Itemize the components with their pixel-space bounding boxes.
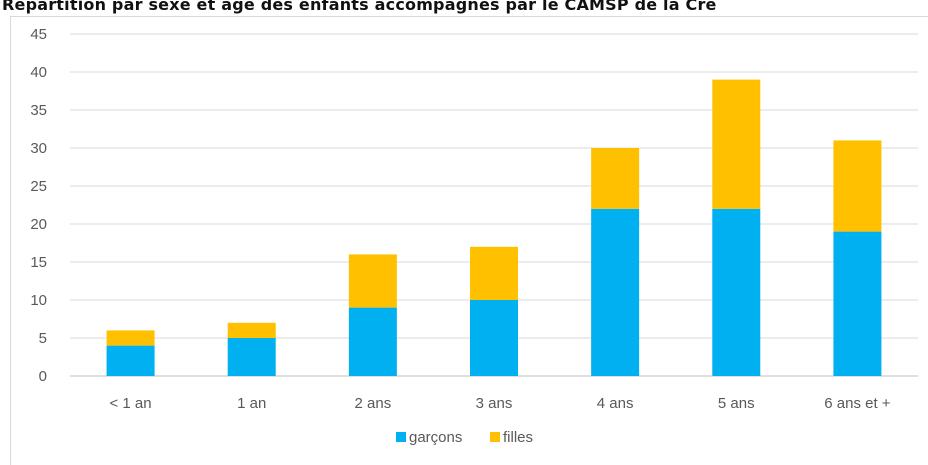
y-tick-label: 40 xyxy=(30,64,47,81)
x-tick-label: 4 ans xyxy=(597,395,634,412)
bar-garçons xyxy=(712,208,761,376)
y-axis-tick-labels: 0 5 10 15 20 25 30 35 40 45 xyxy=(30,26,47,385)
bar-filles xyxy=(712,79,761,209)
x-tick-label: < 1 an xyxy=(110,395,152,412)
x-tick-label: 2 ans xyxy=(355,395,392,412)
bar-filles xyxy=(833,140,882,232)
legend: garçons filles xyxy=(396,429,533,446)
legend-swatch-garçons xyxy=(396,432,406,442)
bar-filles xyxy=(591,148,640,209)
bar-filles xyxy=(227,322,276,338)
x-axis-tick-labels: < 1 an 1 an 2 ans 3 ans 4 ans 5 ans 6 ans et + xyxy=(110,395,891,412)
y-tick-label: 10 xyxy=(30,292,47,309)
bar-garçons xyxy=(833,231,882,376)
y-tick-label: 35 xyxy=(30,102,47,119)
bars xyxy=(106,79,882,376)
x-tick-label: 3 ans xyxy=(476,395,513,412)
bar-garçons xyxy=(348,307,397,376)
bar-garçons xyxy=(227,338,276,376)
y-tick-label: 30 xyxy=(30,140,47,157)
legend-label-garçons: garçons xyxy=(409,429,462,446)
x-tick-label: 5 ans xyxy=(718,395,755,412)
chart-title: Répartition par sexe et âge des enfants … xyxy=(2,0,717,14)
bar-filles xyxy=(470,246,518,300)
legend-swatch-filles xyxy=(490,432,500,442)
y-tick-label: 0 xyxy=(39,368,47,385)
gridlines xyxy=(70,33,918,377)
y-tick-label: 20 xyxy=(30,216,47,233)
y-tick-label: 5 xyxy=(39,330,47,347)
legend-label-filles: filles xyxy=(503,429,533,446)
y-tick-label: 45 xyxy=(30,26,47,43)
x-tick-label: 1 an xyxy=(237,395,266,412)
bar-garçons xyxy=(106,345,155,376)
bar-garçons xyxy=(470,300,518,376)
y-tick-label: 15 xyxy=(30,254,47,271)
bar-garçons xyxy=(591,208,640,376)
bar-filles xyxy=(106,330,155,346)
bar-filles xyxy=(348,254,397,308)
chart-frame xyxy=(10,16,928,465)
x-tick-label: 6 ans et + xyxy=(824,395,891,412)
y-tick-label: 25 xyxy=(30,178,47,195)
